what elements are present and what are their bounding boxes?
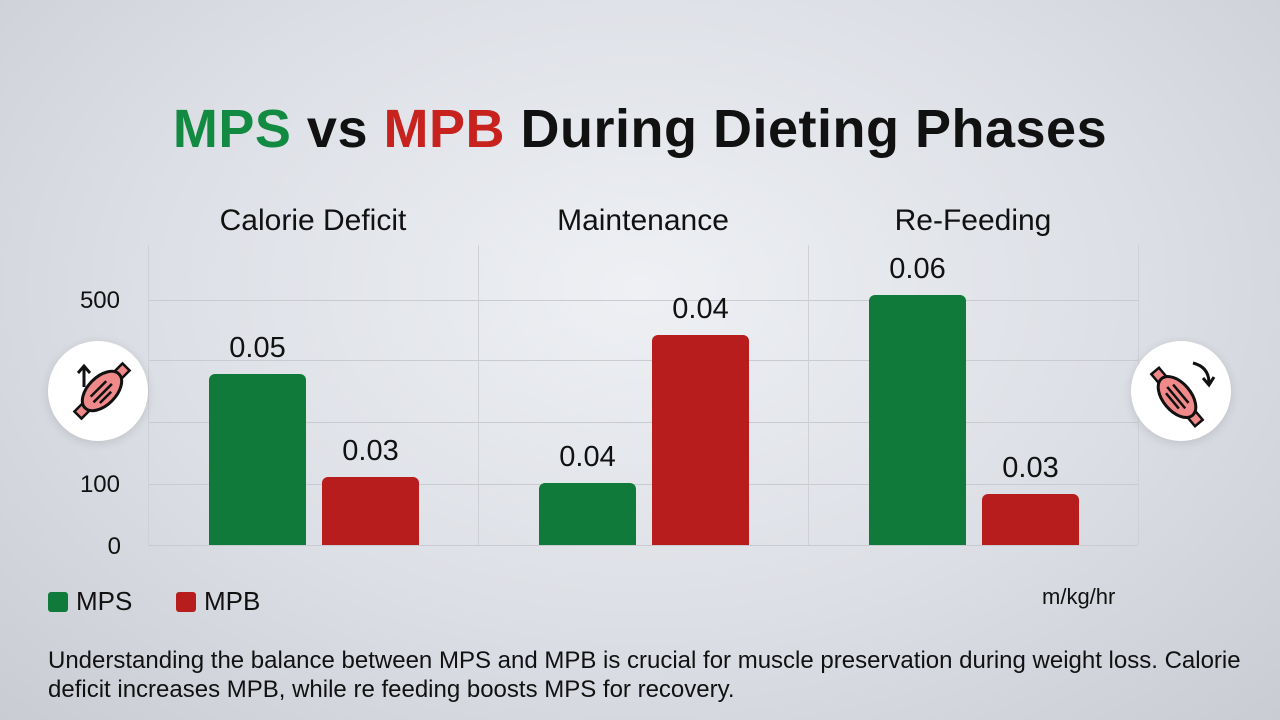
y-tick-label: 500: [79, 287, 120, 314]
bar-mpb: [652, 334, 749, 545]
muscle-arrow-up-icon: [48, 341, 148, 441]
legend-swatch-mpb: [176, 591, 196, 612]
data-label: 0.04: [559, 440, 616, 473]
title-mps: MPS: [172, 99, 292, 159]
bar-mps: [539, 482, 636, 545]
bar-mpb: [322, 476, 419, 545]
column-divider: [478, 245, 479, 545]
footer-description: Understanding the balance between MPS an…: [48, 647, 1241, 703]
y-tick-label: 100: [79, 471, 120, 498]
chart-title: MPS vs MPB During Dieting Phases: [0, 98, 1280, 160]
legend-item-mpb: MPB: [176, 586, 260, 617]
legend-label: MPS: [76, 586, 133, 616]
y-tick-label: 0: [107, 533, 121, 560]
gridline: [148, 484, 1138, 485]
legend-swatch-mps: [48, 591, 68, 612]
category-label: Maintenance: [557, 204, 729, 237]
title-vs: vs: [291, 99, 384, 159]
gridline: [148, 300, 1138, 301]
legend-item-mps: MPS: [48, 586, 132, 617]
data-label: 0.04: [672, 292, 729, 325]
category-label: Re-Feeding: [894, 204, 1052, 237]
bar-mps: [869, 295, 966, 545]
legend-label: MPB: [204, 586, 261, 616]
title-mpb: MPB: [383, 99, 505, 159]
gridline: [148, 545, 1138, 546]
category-label: Calorie Deficit: [219, 204, 407, 237]
bar-mpb: [982, 494, 1079, 545]
unit-label: m/kg/hr: [1042, 584, 1116, 609]
column-divider: [808, 245, 809, 545]
bar-mps: [209, 373, 306, 545]
gridline: [148, 360, 1138, 361]
title-rest: During Dieting Phases: [505, 99, 1108, 159]
data-label: 0.06: [889, 253, 946, 286]
gridline: [148, 422, 1138, 423]
column-divider: [148, 245, 149, 545]
data-label: 0.05: [229, 331, 286, 364]
data-label: 0.03: [342, 434, 399, 467]
data-label: 0.03: [1002, 452, 1059, 485]
muscle-arrow-down-icon: [1131, 341, 1231, 441]
